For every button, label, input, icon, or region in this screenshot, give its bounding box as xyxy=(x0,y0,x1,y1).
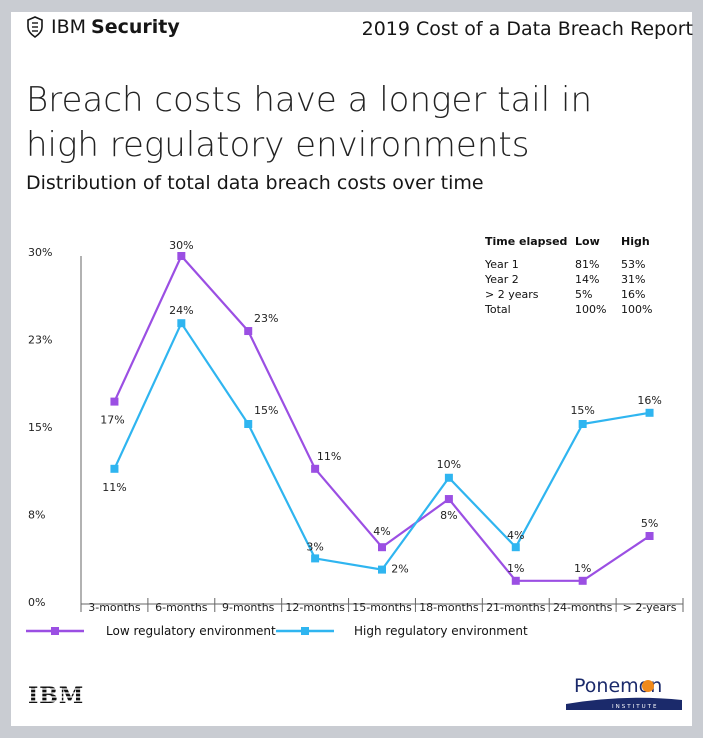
table-cell: 81% xyxy=(575,258,599,271)
data-label: 30% xyxy=(169,239,193,252)
series-lines xyxy=(110,252,654,585)
y-tick-label: 23% xyxy=(28,334,52,347)
report-card xyxy=(11,12,692,726)
x-tick-label: 6-months xyxy=(155,601,208,614)
chart-subtitle: Distribution of total data breach costs … xyxy=(26,172,484,194)
x-tick-label: 24-months xyxy=(553,601,613,614)
table-header: High xyxy=(621,235,650,248)
x-tick-label: 3-months xyxy=(88,601,141,614)
y-tick-label: 0% xyxy=(28,596,45,609)
ibm-security-brand: IBM Security xyxy=(26,16,180,38)
data-label: 3% xyxy=(306,540,323,553)
data-labels: 17% 30% 23% 11% 4% 8% 1% 1% 5% 11% 24% 15% 3% 2% 10% 4%… xyxy=(100,239,662,576)
table-cell: 16% xyxy=(621,288,645,301)
ibm-logo: IBM xyxy=(28,684,88,706)
data-point xyxy=(244,420,253,428)
data-label: 11% xyxy=(102,481,126,494)
data-label: 16% xyxy=(637,394,661,407)
shield-icon xyxy=(27,16,43,38)
data-label: 10% xyxy=(437,458,461,471)
legend-swatch-low xyxy=(26,627,84,635)
table-cell: 5% xyxy=(575,288,592,301)
data-point xyxy=(110,397,119,406)
data-point xyxy=(511,576,520,585)
data-label: 24% xyxy=(169,304,193,317)
data-label: 8% xyxy=(440,509,457,522)
data-label: 4% xyxy=(373,525,390,538)
legend-swatch-high xyxy=(276,627,334,635)
data-point xyxy=(378,565,386,574)
ibm-logo-text: IBM xyxy=(28,684,84,706)
ponemon-institute-logo: Ponemon INSTITUTE xyxy=(566,675,682,710)
brand-security: Security xyxy=(91,16,180,38)
page-title: Breach costs have a longer tail in high … xyxy=(26,80,592,165)
data-point xyxy=(110,464,119,473)
chart-axes: 0% 8% 15% 23% 30% 3-months 6-months 9-months 12-… xyxy=(28,246,684,614)
table-header: Time elapsed xyxy=(485,235,567,248)
inset-table: Time elapsed Low High Year 1 81% 53% Year 2 14%… xyxy=(484,235,652,316)
x-tick-label: 15-months xyxy=(352,601,412,614)
data-label: 1% xyxy=(574,562,591,575)
ponemon-institute-text: INSTITUTE xyxy=(612,704,658,710)
table-cell: Year 1 xyxy=(484,258,519,271)
data-point xyxy=(177,319,186,328)
data-point xyxy=(645,532,654,540)
data-label: 11% xyxy=(317,450,341,463)
y-tick-label: 15% xyxy=(28,421,52,434)
x-tick-label: 18-months xyxy=(419,601,479,614)
data-point xyxy=(311,554,320,563)
data-label: 4% xyxy=(507,529,524,542)
table-header: Low xyxy=(575,235,600,248)
data-point xyxy=(244,327,253,336)
data-point xyxy=(578,420,587,428)
data-label: 15% xyxy=(570,404,594,417)
legend-item-low: Low regulatory environment xyxy=(26,624,276,638)
table-cell: 100% xyxy=(575,303,606,316)
x-tick-label: 21-months xyxy=(486,601,546,614)
legend-label-high: High regulatory environment xyxy=(354,624,528,638)
brand-ibm: IBM xyxy=(51,16,87,38)
y-tick-label: 8% xyxy=(28,509,45,522)
legend-item-high: High regulatory environment xyxy=(276,624,528,638)
data-label: 15% xyxy=(254,404,278,417)
table-cell: > 2 years xyxy=(485,288,539,301)
data-point xyxy=(177,252,186,260)
table-cell: Year 2 xyxy=(484,273,519,286)
table-cell: 14% xyxy=(575,273,599,286)
report-title: 2019 Cost of a Data Breach Report xyxy=(361,18,693,40)
table-cell: 31% xyxy=(621,273,645,286)
table-cell: 100% xyxy=(621,303,652,316)
data-point xyxy=(444,495,453,504)
y-tick-label: 30% xyxy=(28,246,52,259)
data-label: 2% xyxy=(391,563,408,576)
ponemon-logo-text: Ponemon xyxy=(574,675,662,697)
data-point xyxy=(311,464,320,473)
table-cell: 53% xyxy=(621,258,645,271)
data-point xyxy=(378,543,386,552)
data-point xyxy=(444,473,453,482)
legend-label-low: Low regulatory environment xyxy=(106,624,276,638)
x-tick-label: 9-months xyxy=(222,601,275,614)
sun-icon xyxy=(642,680,654,692)
data-point xyxy=(511,543,520,552)
x-tick-label: > 2-years xyxy=(623,601,677,614)
data-label: 17% xyxy=(100,414,124,427)
data-label: 23% xyxy=(254,312,278,325)
data-point xyxy=(645,408,654,417)
data-label: 1% xyxy=(507,562,524,575)
table-cell: Total xyxy=(484,303,511,316)
x-tick-label: 12-months xyxy=(285,601,345,614)
data-label: 5% xyxy=(641,517,658,530)
data-point xyxy=(578,576,587,585)
line-chart: 0% 8% 15% 23% 30% 3-months 6-months 9-months 12-… xyxy=(28,235,684,614)
